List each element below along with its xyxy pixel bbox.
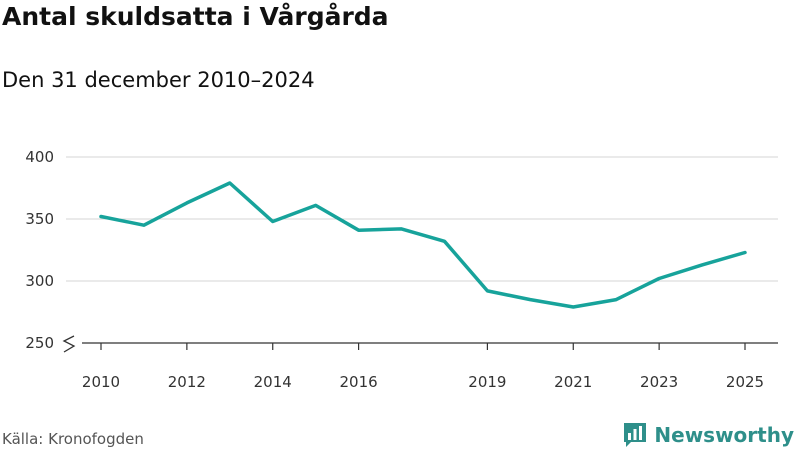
x-tick-label: 2010 bbox=[82, 373, 120, 391]
y-axis-ticks: 250 300 350 400 bbox=[25, 148, 54, 352]
y-tick-label: 350 bbox=[25, 210, 54, 228]
x-tick-label: 2025 bbox=[726, 373, 764, 391]
x-tick-label: 2021 bbox=[554, 373, 592, 391]
chart-title: Antal skuldsatta i Vårgårda bbox=[2, 2, 389, 31]
bar-chart-icon bbox=[624, 423, 647, 447]
x-tick-label: 2014 bbox=[254, 373, 292, 391]
x-axis-ticks: 2010 2012 2014 2016 2019 2021 2023 2025 bbox=[82, 343, 764, 391]
brand-name: Newsworthy bbox=[654, 423, 794, 447]
chart-subtitle: Den 31 december 2010–2024 bbox=[2, 68, 315, 92]
source-note: Källa: Kronofogden bbox=[2, 430, 144, 448]
y-tick-label: 250 bbox=[25, 334, 54, 352]
x-tick-label: 2023 bbox=[640, 373, 678, 391]
x-tick-label: 2016 bbox=[340, 373, 378, 391]
y-tick-label: 400 bbox=[25, 148, 54, 166]
y-tick-label: 300 bbox=[25, 272, 54, 290]
brand-logo: Newsworthy bbox=[622, 420, 794, 450]
axis-break-zigzag bbox=[62, 335, 76, 353]
gridlines bbox=[66, 156, 778, 344]
x-tick-label: 2019 bbox=[468, 373, 506, 391]
series-lines bbox=[99, 181, 747, 309]
series-line bbox=[99, 181, 747, 309]
x-tick-label: 2012 bbox=[168, 373, 206, 391]
y-axis-break-icon bbox=[62, 335, 76, 353]
